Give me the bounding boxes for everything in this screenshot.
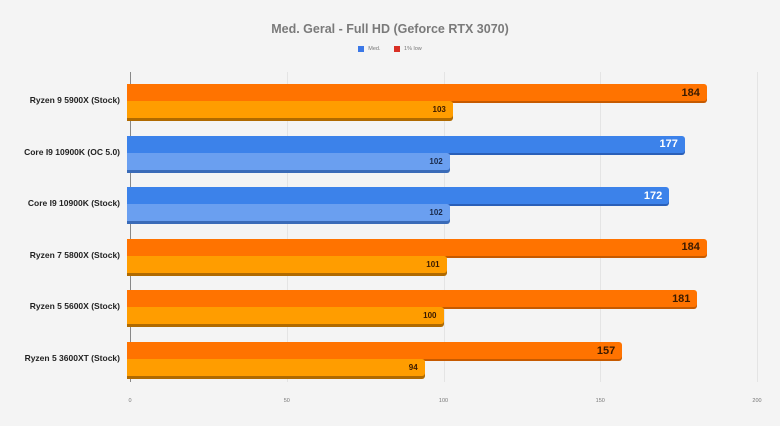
legend-swatch-low	[394, 46, 401, 52]
gridline	[286, 72, 288, 382]
bar-med: 172	[127, 187, 670, 205]
category-label: Ryzen 5 5600X (Stock)	[29, 301, 120, 312]
bar-1pct-low: 103	[127, 101, 453, 118]
legend-label-low: 1% low	[404, 46, 422, 52]
bar-1pct-low: 102	[127, 152, 450, 170]
x-tick-label: 200	[752, 398, 762, 404]
y-axis-line	[130, 72, 131, 382]
bar-med: 157	[127, 342, 623, 359]
x-tick-label: 150	[595, 398, 605, 404]
x-tick-label: 50	[283, 398, 290, 404]
bar-med: 177	[127, 135, 685, 153]
category-label: Ryzen 5 3600XT (Stock)	[24, 353, 120, 363]
x-tick-label: 100	[438, 398, 449, 404]
plot-area: 184 103 177 102 172 102 184 101 181 100 157 94	[127, 72, 758, 382]
legend: Med. 1% low	[0, 46, 780, 54]
gridline	[443, 72, 445, 382]
bar-1pct-low: 94	[127, 359, 425, 376]
gridline	[600, 72, 602, 382]
bar-1pct-low: 100	[127, 307, 444, 325]
legend-item-low: 1% low	[394, 46, 422, 52]
category-label: Ryzen 7 5800X (Stock)	[29, 249, 120, 260]
gridline	[757, 72, 758, 382]
legend-label-med: Med.	[368, 46, 381, 52]
bar-med: 184	[127, 238, 707, 256]
chart-title: Med. Geral - Full HD (Geforce RTX 3070)	[271, 22, 509, 36]
x-axis: 0 50 100 150 200	[128, 398, 761, 408]
legend-item-med: Med.	[358, 46, 380, 52]
bar-1pct-low: 102	[127, 204, 450, 222]
bar-med: 184	[127, 84, 707, 101]
category-label: Ryzen 9 5900X (Stock)	[29, 95, 120, 105]
legend-swatch-med	[358, 46, 365, 52]
category-label: Core I9 10900K (Stock)	[27, 198, 120, 209]
bar-med: 181	[127, 290, 698, 308]
category-label: Core I9 10900K (OC 5.0)	[24, 146, 120, 157]
x-tick-label: 0	[128, 398, 132, 404]
bar-1pct-low: 101	[127, 255, 447, 273]
